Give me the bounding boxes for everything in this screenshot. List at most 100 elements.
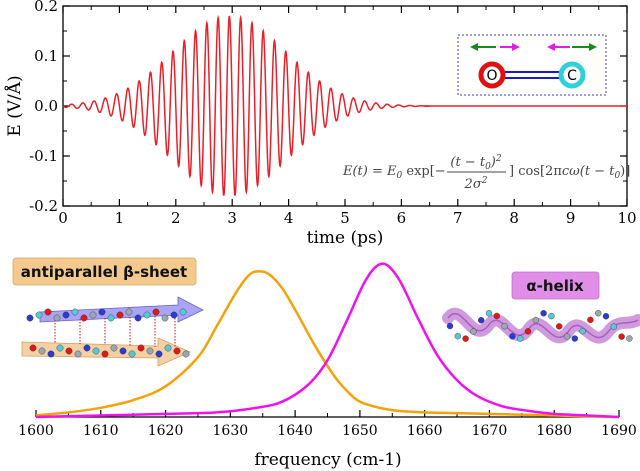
atom-ball <box>548 312 555 320</box>
svg-text:antiparallel β-sheet: antiparallel β-sheet <box>21 263 187 281</box>
beta-sheet-spectrum-line <box>35 270 620 419</box>
spectrum-x-tick-label: 1640 <box>277 423 313 439</box>
atom-ball <box>152 308 160 316</box>
atom-ball <box>587 316 594 324</box>
atom-ball <box>454 332 461 340</box>
atom-ball <box>602 313 610 320</box>
atom-ball <box>128 350 136 358</box>
atom-ball <box>540 310 547 317</box>
atom-ball <box>92 347 100 355</box>
atom-ball <box>532 316 539 324</box>
alpha-helix-structure-image <box>442 307 640 344</box>
atom-ball <box>29 344 37 352</box>
pulse-x-tick-label: 5 <box>340 209 350 227</box>
alpha-helix-label: α-helix <box>511 271 600 300</box>
atom-ball <box>478 317 485 324</box>
spectrum-x-tick-label: 1610 <box>83 423 119 439</box>
pulse-x-tick-label: 2 <box>171 209 181 227</box>
atom-ball <box>98 308 106 316</box>
atom-ball <box>517 335 524 342</box>
spectrum-x-axis-label: frequency (cm-1) <box>254 450 401 470</box>
atom-ball <box>125 308 133 316</box>
atom-ball <box>107 314 115 322</box>
svg-text:] cos[2πcω(t − t0)]: ] cos[2πcω(t − t0)] <box>509 164 630 181</box>
pulse-x-tick-label: 3 <box>227 209 237 227</box>
pulse-x-axis-label: time (ps) <box>307 228 384 248</box>
spectrum-x-tick-labels: 1600 1610 1620 1630 1640 1650 1660 1670 1680 1690 <box>18 423 637 439</box>
spectrum-x-tick-label: 1600 <box>18 423 54 439</box>
pulse-y-tick-label: -0.1 <box>29 147 58 165</box>
magenta-arrow-left-icon <box>547 43 570 51</box>
pulse-x-tick-label: 6 <box>397 209 407 227</box>
atom-ball <box>116 311 124 319</box>
pulse-chart: 0 1 2 3 4 5 6 7 8 9 10 0.2 0.1 0.0 -0.1 -0.2 time (ps)… <box>4 0 637 248</box>
pulse-x-tick-label: 8 <box>509 209 519 227</box>
atom-ball <box>65 347 73 355</box>
spectrum-x-tick-label: 1620 <box>148 423 184 439</box>
atom-ball <box>101 350 109 358</box>
pulse-x-tick-label: 1 <box>115 209 125 227</box>
atom-ball <box>143 311 151 319</box>
atom-ball <box>161 314 169 322</box>
atom-ball <box>556 323 563 330</box>
pulse-y-tick-label: 0.0 <box>34 97 58 115</box>
svg-text:2σ2: 2σ2 <box>464 176 488 192</box>
pulse-y-tick-label: -0.2 <box>29 197 58 215</box>
pulse-formula: E(t) = E0 exp[− (t − t0)2 2σ2 ] cos[2πcω… <box>342 154 630 192</box>
atom-ball <box>26 314 34 322</box>
atom-ball <box>62 311 70 319</box>
pulse-y-tick-labels: 0.2 0.1 0.0 -0.1 -0.2 <box>29 0 58 215</box>
pulse-series-line <box>62 14 430 196</box>
atom-ball <box>47 350 55 358</box>
co-double-bond <box>503 71 561 79</box>
pulse-x-tick-label: 7 <box>453 209 463 227</box>
atom-ball <box>524 328 532 335</box>
atom-ball <box>182 350 190 358</box>
atom-ball <box>501 323 508 330</box>
atom-ball <box>137 344 145 352</box>
co-inset: O C <box>457 34 607 96</box>
atom-ball <box>110 344 118 352</box>
atom-ball <box>470 328 477 335</box>
atom-ball <box>170 311 178 319</box>
atom-ball <box>571 335 578 342</box>
atom-ball <box>71 308 79 316</box>
pulse-x-tick-label: 0 <box>58 209 68 227</box>
atom-ball <box>493 312 500 320</box>
atom-ball <box>38 347 46 355</box>
spectrum-x-tick-label: 1650 <box>342 423 378 439</box>
svg-text:α-helix: α-helix <box>526 277 584 295</box>
svg-text:E(t) = E0 exp[−: E(t) = E0 exp[− <box>342 164 446 181</box>
spectrum-x-tick-label: 1660 <box>407 423 443 439</box>
atom-ball <box>610 323 617 330</box>
svg-text:O: O <box>486 68 497 84</box>
atom-ball <box>179 308 187 316</box>
spectrum-chart: 1600 1610 1620 1630 1640 1650 1660 1670 1680 1690… <box>12 257 640 470</box>
pulse-x-tick-label: 10 <box>617 209 636 227</box>
co-inset-frame <box>457 34 607 96</box>
atom-ball <box>83 344 91 352</box>
atom-ball <box>462 335 469 342</box>
pulse-x-tick-label: 9 <box>566 209 576 227</box>
alpha-helix-spectrum-line <box>35 262 620 419</box>
atom-ball <box>146 347 154 355</box>
oxygen-atom: O <box>478 61 506 89</box>
atom-ball <box>56 344 64 352</box>
atom-ball <box>89 311 97 319</box>
pulse-x-tick-labels: 0 1 2 3 4 5 6 7 8 9 10 <box>58 209 636 227</box>
green-arrow-left-icon <box>470 43 496 51</box>
atom-ball <box>509 333 516 340</box>
atom-ball <box>164 344 172 352</box>
atom-ball <box>155 350 163 358</box>
atom-ball <box>74 350 82 358</box>
spectrum-x-tick-label: 1680 <box>536 423 572 439</box>
carbon-atom: C <box>558 61 586 89</box>
atom-ball <box>579 327 586 335</box>
magenta-arrow-right-icon <box>500 43 520 51</box>
atom-ball <box>626 335 633 342</box>
atom-ball <box>44 308 52 316</box>
pulse-x-tick-label: 4 <box>284 209 294 227</box>
atom-ball <box>563 333 571 340</box>
pulse-y-axis-label: E (V/Å) <box>4 75 25 136</box>
